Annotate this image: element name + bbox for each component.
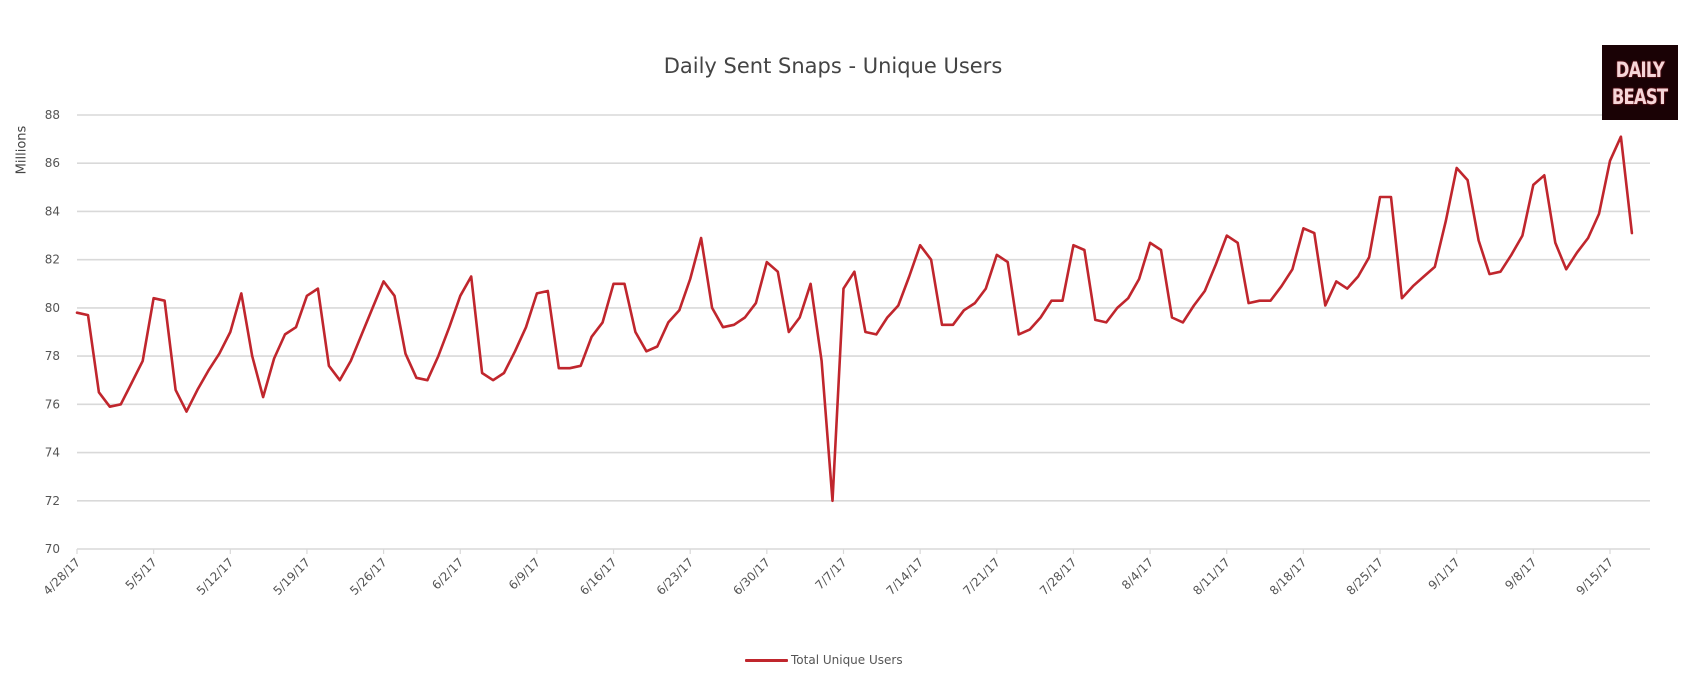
- x-tick-label: 8/18/17: [1267, 555, 1310, 598]
- chart-title-text: Daily Sent Snaps - Unique Users: [663, 54, 1003, 78]
- x-tick-label: 4/28/17: [41, 555, 84, 598]
- series-line-total-unique-users: [75, 135, 1634, 503]
- legend-line-swatch-icon: [745, 658, 788, 662]
- x-axis-tick-labels: 4/28/17 5/5/17 5/12/17 5/19/17 5/26/17 6/2/17…: [41, 549, 1617, 598]
- x-tick-label: 6/2/17: [429, 555, 466, 592]
- y-tick-label: 86: [45, 156, 60, 170]
- x-tick-label: 7/7/17: [812, 555, 849, 592]
- x-tick-label: 6/30/17: [730, 555, 773, 598]
- y-tick-label: 88: [45, 108, 60, 122]
- legend-label: Total Unique Users: [791, 653, 903, 667]
- y-tick-label: 84: [45, 204, 60, 218]
- logo-line-1: DAILY: [1615, 57, 1665, 82]
- x-tick-label: 5/26/17: [347, 555, 390, 598]
- y-tick-label: 72: [45, 494, 60, 508]
- x-tick-label: 5/12/17: [194, 555, 237, 598]
- y-tick-label: 78: [45, 349, 60, 363]
- x-tick-label: 8/11/17: [1190, 555, 1233, 598]
- x-tick-label: 5/5/17: [123, 555, 160, 592]
- x-tick-label: 6/9/17: [506, 555, 543, 592]
- x-tick-label: 7/21/17: [960, 555, 1003, 598]
- x-tick-label: 8/4/17: [1119, 555, 1156, 592]
- x-tick-label: 9/15/17: [1574, 555, 1617, 598]
- gridlines: [77, 114, 1650, 550]
- y-axis-label: Millions: [14, 125, 30, 175]
- y-tick-label: 82: [45, 253, 60, 267]
- x-tick-label: 6/16/17: [577, 555, 620, 598]
- chart-title: Daily Sent Snaps - Unique Users: [0, 54, 1692, 78]
- x-tick-label: 8/25/17: [1344, 555, 1387, 598]
- x-tick-label: 7/28/17: [1037, 555, 1080, 598]
- x-tick-label: 9/1/17: [1426, 555, 1463, 592]
- x-tick-label: 7/14/17: [884, 555, 927, 598]
- x-tick-label: 9/8/17: [1502, 555, 1539, 592]
- y-tick-label: 74: [45, 446, 60, 460]
- daily-beast-logo: DAILY BEAST: [1602, 45, 1678, 120]
- logo-line-2: BEAST: [1612, 84, 1668, 109]
- y-axis-tick-labels: 70 72 74 76 78 80 82 84 86 88: [45, 108, 60, 556]
- legend-item-total-unique-users[interactable]: Total Unique Users: [745, 653, 903, 667]
- x-tick-label: 5/19/17: [270, 555, 313, 598]
- x-tick-label: 6/23/17: [654, 555, 697, 598]
- y-tick-label: 76: [45, 397, 60, 411]
- y-tick-label: 80: [45, 301, 60, 315]
- y-tick-label: 70: [45, 542, 60, 556]
